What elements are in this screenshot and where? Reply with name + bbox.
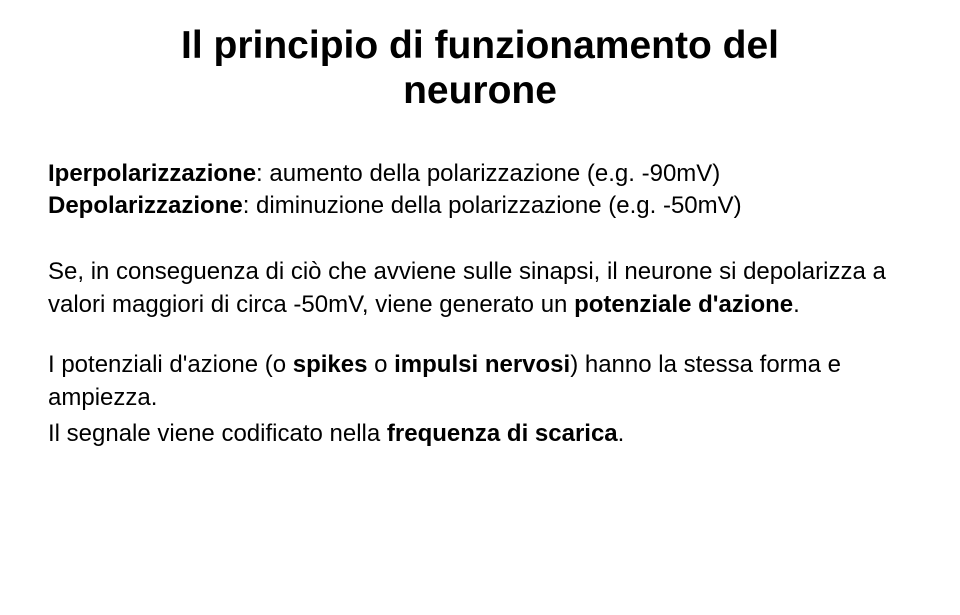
slide: Il principio di funzionamento del neuron… xyxy=(0,0,960,615)
spikes-text-2: o xyxy=(367,351,394,378)
term-hyperpolarization: Iperpolarizzazione xyxy=(48,160,256,187)
slide-title: Il principio di funzionamento del neuron… xyxy=(48,24,912,114)
term-firing-rate: frequenza di scarica xyxy=(387,420,618,447)
spikes-text-1: I potenziali d'azione (o xyxy=(48,351,293,378)
term-depolarization: Depolarizzazione xyxy=(48,192,243,219)
def-hyperpolarization: : aumento della polarizzazione (e.g. -90… xyxy=(256,160,720,187)
def-depolarization: : diminuzione della polarizzazione (e.g.… xyxy=(243,192,742,219)
term-action-potential: potenziale d'azione xyxy=(574,291,793,318)
encoding-text-2: . xyxy=(618,420,625,447)
encoding-text-1: Il segnale viene codificato nella xyxy=(48,420,387,447)
title-line-1: Il principio di funzionamento del xyxy=(181,24,779,67)
term-spikes: spikes xyxy=(293,351,368,378)
definitions-paragraph: Iperpolarizzazione: aumento della polari… xyxy=(48,158,912,223)
encoding-paragraph: Il segnale viene codificato nella freque… xyxy=(48,418,912,450)
term-nerve-impulses: impulsi nervosi xyxy=(394,351,570,378)
title-line-2: neurone xyxy=(403,69,557,112)
ap-text-2: . xyxy=(793,291,800,318)
action-potential-paragraph: Se, in conseguenza di ciò che avviene su… xyxy=(48,256,912,321)
spikes-paragraph: I potenziali d'azione (o spikes o impuls… xyxy=(48,349,912,414)
